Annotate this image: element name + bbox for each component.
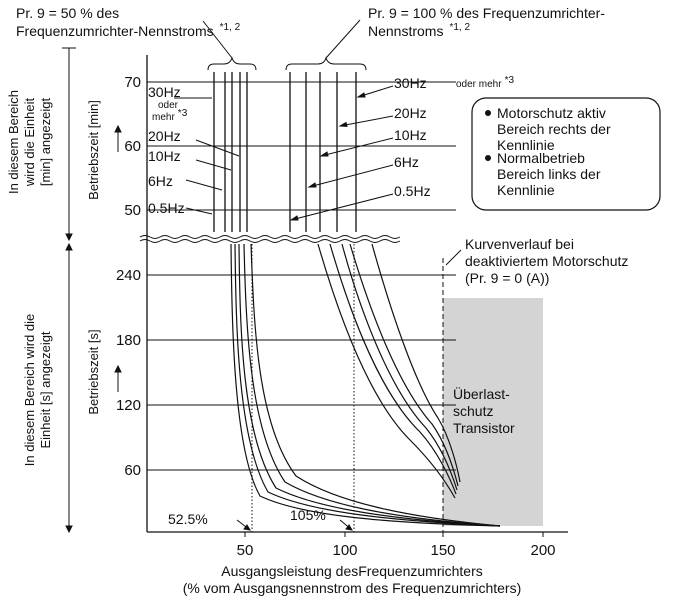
transistor-line1: Überlast- xyxy=(453,385,510,402)
grid-seconds xyxy=(147,274,456,471)
minute-curves-100pct xyxy=(289,72,357,232)
ytick-180: 180 xyxy=(116,332,141,349)
ytick-60: 60 xyxy=(124,138,141,155)
outer-minutes-line3: [min] angezeigt xyxy=(38,98,53,187)
top-left-label-line2: Frequenzumrichter-Nennstroms *1, 2 xyxy=(16,22,241,39)
marker-52-5-label: 52.5% xyxy=(168,511,208,527)
legend-item2-line3: Kennlinie xyxy=(497,182,555,198)
legend-box xyxy=(471,97,661,211)
left-mehr: mehr *3 xyxy=(152,108,188,123)
ytick-240: 240 xyxy=(116,267,141,284)
minute-curves-50pct xyxy=(213,72,248,232)
up-arrow-minutes xyxy=(114,124,122,152)
legend-item1-line2: Bereich rechts der xyxy=(497,121,611,137)
transistor-line3: Transistor xyxy=(453,420,515,436)
top-right-label-sup: *1, 2 xyxy=(449,22,470,33)
right-f05: 0.5Hz xyxy=(394,183,431,199)
left-mehr-sup: *3 xyxy=(178,108,188,119)
right-f6: 6Hz xyxy=(394,154,419,170)
deactivated-line1: Kurvenverlauf bei xyxy=(465,236,574,252)
ylabel-seconds: Betriebszeit [s] xyxy=(86,329,101,414)
marker-leaders xyxy=(236,519,353,531)
right-f10: 10Hz xyxy=(394,127,427,143)
up-arrow-seconds xyxy=(114,364,122,392)
legend-item2-line1: Normalbetrieb xyxy=(497,150,585,166)
xlabel-line1: Ausgangsleistung desFrequenzumrichters xyxy=(221,563,482,579)
xtick-200: 200 xyxy=(530,542,555,559)
left-f6: 6Hz xyxy=(148,173,173,189)
leader-top-right xyxy=(325,19,361,59)
left-f20: 20Hz xyxy=(148,128,181,144)
left-oder: oder xyxy=(158,100,179,111)
outer-minutes-line2: wird die Einheit xyxy=(22,98,37,188)
left-f30: 30Hz xyxy=(148,84,181,100)
top-left-label-line1: Pr. 9 = 50 % des xyxy=(16,5,119,21)
ytick-120: 120 xyxy=(116,397,141,414)
grid-minutes xyxy=(147,81,456,211)
transistor-overload-region xyxy=(443,298,543,526)
right-f20: 20Hz xyxy=(394,105,427,121)
outer-bracket-seconds xyxy=(65,242,73,534)
deactivated-line2: deaktiviertem Motorschutz xyxy=(465,253,628,269)
outer-seconds-line1: In diesem Bereich wird die xyxy=(22,314,37,466)
top-right-label-line1: Pr. 9 = 100 % des Frequenzumrichter- xyxy=(368,5,605,21)
brace-100pct xyxy=(285,56,367,71)
xtick-50: 50 xyxy=(237,542,254,559)
xtick-150: 150 xyxy=(430,542,455,559)
ytick-50: 50 xyxy=(124,202,141,219)
deactivated-leader xyxy=(445,249,462,266)
outer-seconds-line2: Einheit [s] angezeigt xyxy=(38,331,53,448)
axis-break xyxy=(139,235,401,243)
second-curves-50pct xyxy=(230,243,501,527)
xlabel-line2: (% vom Ausgangsnennstrom des Frequenzumr… xyxy=(183,580,521,596)
ytick-70: 70 xyxy=(124,74,141,91)
right-oder-mehr-sup: *3 xyxy=(505,75,515,86)
outer-minutes-line1: In diesem Bereich xyxy=(6,90,21,194)
x-axis-ticks xyxy=(244,532,544,537)
marker-105-label: 105% xyxy=(290,507,326,523)
left-f10: 10Hz xyxy=(148,148,181,164)
ytick-60s: 60 xyxy=(124,462,141,479)
legend-item1-line3: Kennlinie xyxy=(497,137,555,153)
legend-bullet-2 xyxy=(485,155,491,161)
deactivated-line3: (Pr. 9 = 0 (A)) xyxy=(465,270,549,286)
top-left-label-sup: *1, 2 xyxy=(220,22,241,33)
legend-item1-line1: Motorschutz aktiv xyxy=(497,105,606,121)
right-oder-mehr: oder mehr *3 xyxy=(456,75,514,90)
left-f05: 0.5Hz xyxy=(148,200,185,216)
second-curves-100pct xyxy=(317,243,461,499)
transistor-line2: schutz xyxy=(453,403,493,419)
brace-50pct xyxy=(207,56,257,71)
ylabel-minutes: Betriebszeit [min] xyxy=(86,100,101,200)
left-freq-leaders xyxy=(174,97,240,215)
leader-top-left xyxy=(202,20,233,59)
right-f30: 30Hz xyxy=(394,75,427,91)
legend-item2-line2: Bereich links der xyxy=(497,166,601,182)
legend-bullet-1 xyxy=(485,110,491,116)
top-right-label-line2: Nennstroms *1, 2 xyxy=(368,22,470,39)
right-freq-leaders xyxy=(289,85,394,221)
xtick-100: 100 xyxy=(332,542,357,559)
outer-bracket-minutes xyxy=(62,47,76,242)
